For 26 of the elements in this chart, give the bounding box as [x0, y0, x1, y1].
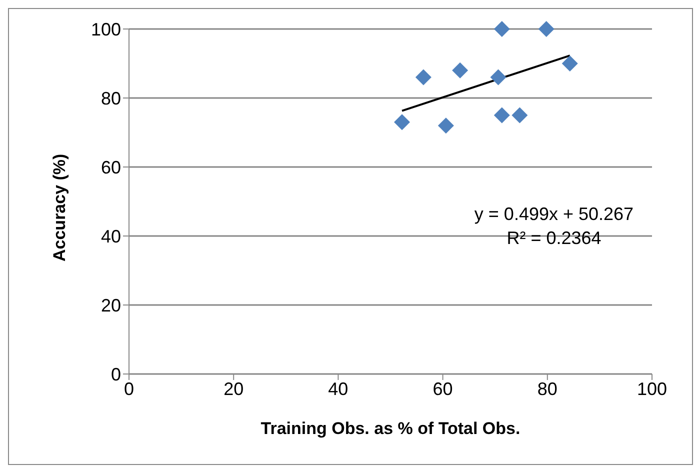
equation-text: y = 0.499x + 50.267 [473, 203, 635, 226]
y-tick-label: 80 [100, 88, 121, 108]
y-tick-label: 0 [110, 364, 121, 384]
x-tick-label: 60 [432, 378, 453, 399]
x-tick-label: 0 [124, 378, 134, 399]
point [494, 107, 510, 124]
x-tick-label: 40 [328, 378, 348, 399]
y-tick-label: 20 [100, 295, 121, 316]
point [494, 21, 510, 37]
x-tick-label: 20 [224, 378, 244, 399]
y-tick-label: 60 [100, 157, 121, 178]
point [538, 21, 554, 37]
point [415, 69, 432, 86]
point [394, 114, 410, 130]
point [490, 69, 506, 86]
y-tick-label: 40 [100, 226, 121, 246]
point [452, 62, 468, 78]
y-axis-title: Accuracy (%) [50, 154, 70, 262]
x-tick-label: 80 [537, 378, 558, 399]
x-axis-title: Training Obs. as % of Total Obs. [260, 419, 520, 438]
point [438, 118, 454, 134]
point [512, 107, 528, 124]
point [562, 56, 578, 72]
y-tick-label: 100 [90, 19, 121, 40]
x-tick-label: 100 [636, 378, 668, 399]
equation-text: R² = 0.2364 [506, 227, 602, 250]
